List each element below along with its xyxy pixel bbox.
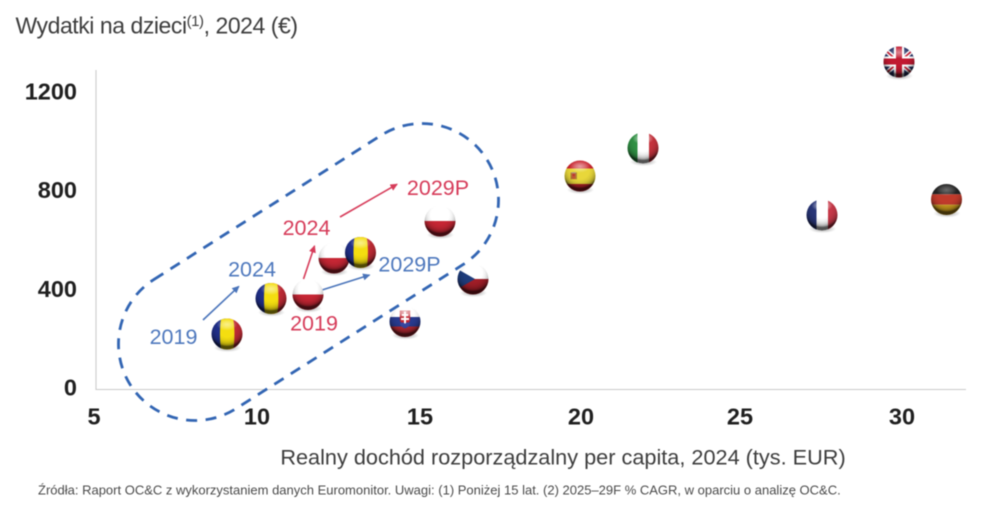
svg-text:2029P: 2029P [407,176,469,200]
svg-text:30: 30 [889,404,915,430]
svg-text:Realny dochód rozporządzalny p: Realny dochód rozporządzalny per capita,… [280,444,845,469]
svg-text:Wydatki na dzieci(1), 2024 (€): Wydatki na dzieci(1), 2024 (€) [16,12,298,38]
svg-text:800: 800 [38,177,77,203]
svg-text:2019: 2019 [150,325,198,349]
svg-text:2024: 2024 [283,216,331,240]
svg-text:10: 10 [244,404,270,430]
svg-text:2029P: 2029P [378,253,440,277]
svg-text:2024: 2024 [228,258,276,282]
svg-text:400: 400 [38,276,77,302]
svg-text:1200: 1200 [25,79,77,105]
svg-text:15: 15 [407,404,433,430]
svg-text:5: 5 [87,404,100,430]
svg-text:2019: 2019 [290,312,338,336]
svg-text:25: 25 [727,404,753,430]
svg-text:Źródła: Raport OC&C z wykorzys: Źródła: Raport OC&C z wykorzystaniem dan… [38,483,841,498]
svg-text:0: 0 [64,375,77,401]
svg-text:20: 20 [568,404,594,430]
